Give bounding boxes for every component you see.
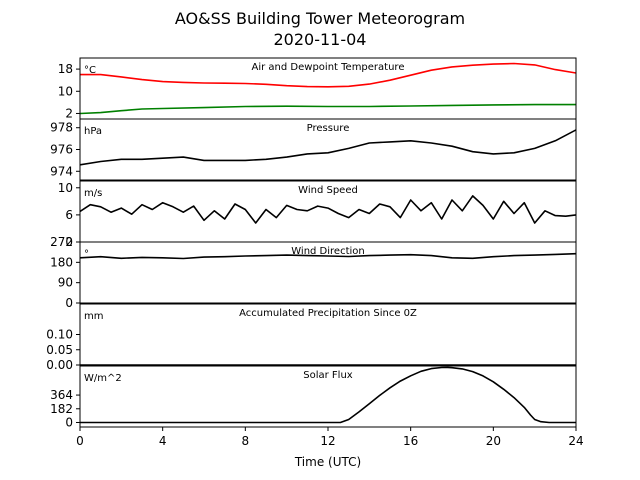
xtick-label: 20: [486, 434, 501, 448]
panel-unit-solar-flux: W/m^2: [84, 373, 122, 384]
chart-title: AO&SS Building Tower Meteorogram: [175, 9, 465, 28]
ytick-label-pressure: 976: [50, 143, 73, 157]
panel-unit-pressure: hPa: [84, 126, 102, 137]
panel-unit-wind-speed: m/s: [84, 188, 102, 199]
ytick-label-solar-flux: 364: [50, 388, 73, 402]
x-axis: 0 4 8 12 16 20 24: [76, 427, 584, 448]
ytick-label-precipitation: 0.00: [46, 358, 73, 372]
xtick-label: 24: [568, 434, 583, 448]
panel-unit-precipitation: mm: [84, 311, 103, 322]
ytick-label-wind-speed: 6: [65, 208, 73, 222]
ytick-label-wind-direction: 90: [58, 276, 73, 290]
ytick-label-pressure: 974: [50, 164, 73, 178]
panel-precipitation: 0.000.050.10 Accumulated Precipitation Si…: [46, 303, 577, 372]
series-air-temperature: [80, 62, 576, 88]
panel-title-precipitation: Accumulated Precipitation Since 0Z: [239, 308, 417, 319]
panel-title-wind-speed: Wind Speed: [298, 185, 358, 196]
ytick-label-wind-speed: 10: [58, 181, 73, 195]
ytick-label-wind-speed: 2: [65, 235, 73, 249]
panel-title-solar-flux: Solar Flux: [303, 370, 353, 381]
panel-unit-wind-direction: °: [84, 249, 89, 260]
xtick-label: 0: [76, 434, 84, 448]
series-wind-direction: [80, 252, 576, 260]
ytick-label-wind-direction: 180: [50, 255, 73, 269]
xtick-label: 8: [242, 434, 250, 448]
ytick-label-precipitation: 0.10: [46, 328, 73, 342]
panel-temperature: 2 10 18 Air and Dewpoint Temperature °C: [58, 57, 577, 120]
ytick-label-temperature: 10: [58, 84, 73, 98]
panel-frame-wind-direction: [79, 241, 577, 304]
panel-wind-speed: 2 6 10 Wind Speed m/s: [58, 180, 577, 249]
panel-title-temperature: Air and Dewpoint Temperature: [252, 62, 405, 73]
ytick-label-wind-direction: 0: [65, 296, 73, 310]
panel-wind-direction: 0 90 180 270 Wind Direction °: [50, 235, 577, 310]
ytick-label-solar-flux: 0: [65, 415, 73, 429]
ytick-label-precipitation: 0.05: [46, 343, 73, 357]
ytick-label-wind-direction: 270: [50, 235, 73, 249]
x-axis-label: Time (UTC): [294, 455, 361, 469]
ytick-label-solar-flux: 182: [50, 402, 73, 416]
series-solar-flux: [80, 366, 576, 424]
ytick-label-pressure: 978: [50, 121, 73, 135]
xtick-label: 4: [159, 434, 167, 448]
series-pressure: [80, 129, 576, 166]
panel-title-pressure: Pressure: [307, 123, 350, 134]
series-wind-speed: [80, 195, 576, 224]
xtick-label: 12: [320, 434, 335, 448]
ytick-label-temperature: 18: [58, 62, 73, 76]
panel-unit-temperature: °C: [84, 65, 96, 76]
xtick-label: 16: [403, 434, 418, 448]
ytick-label-temperature: 2: [65, 106, 73, 120]
chart-subtitle-date: 2020-11-04: [274, 30, 367, 49]
panel-pressure: 974 976 978 Pressure hPa: [50, 118, 577, 181]
panel-title-wind-direction: Wind Direction: [291, 246, 365, 257]
series-dewpoint-temperature: [80, 103, 576, 115]
